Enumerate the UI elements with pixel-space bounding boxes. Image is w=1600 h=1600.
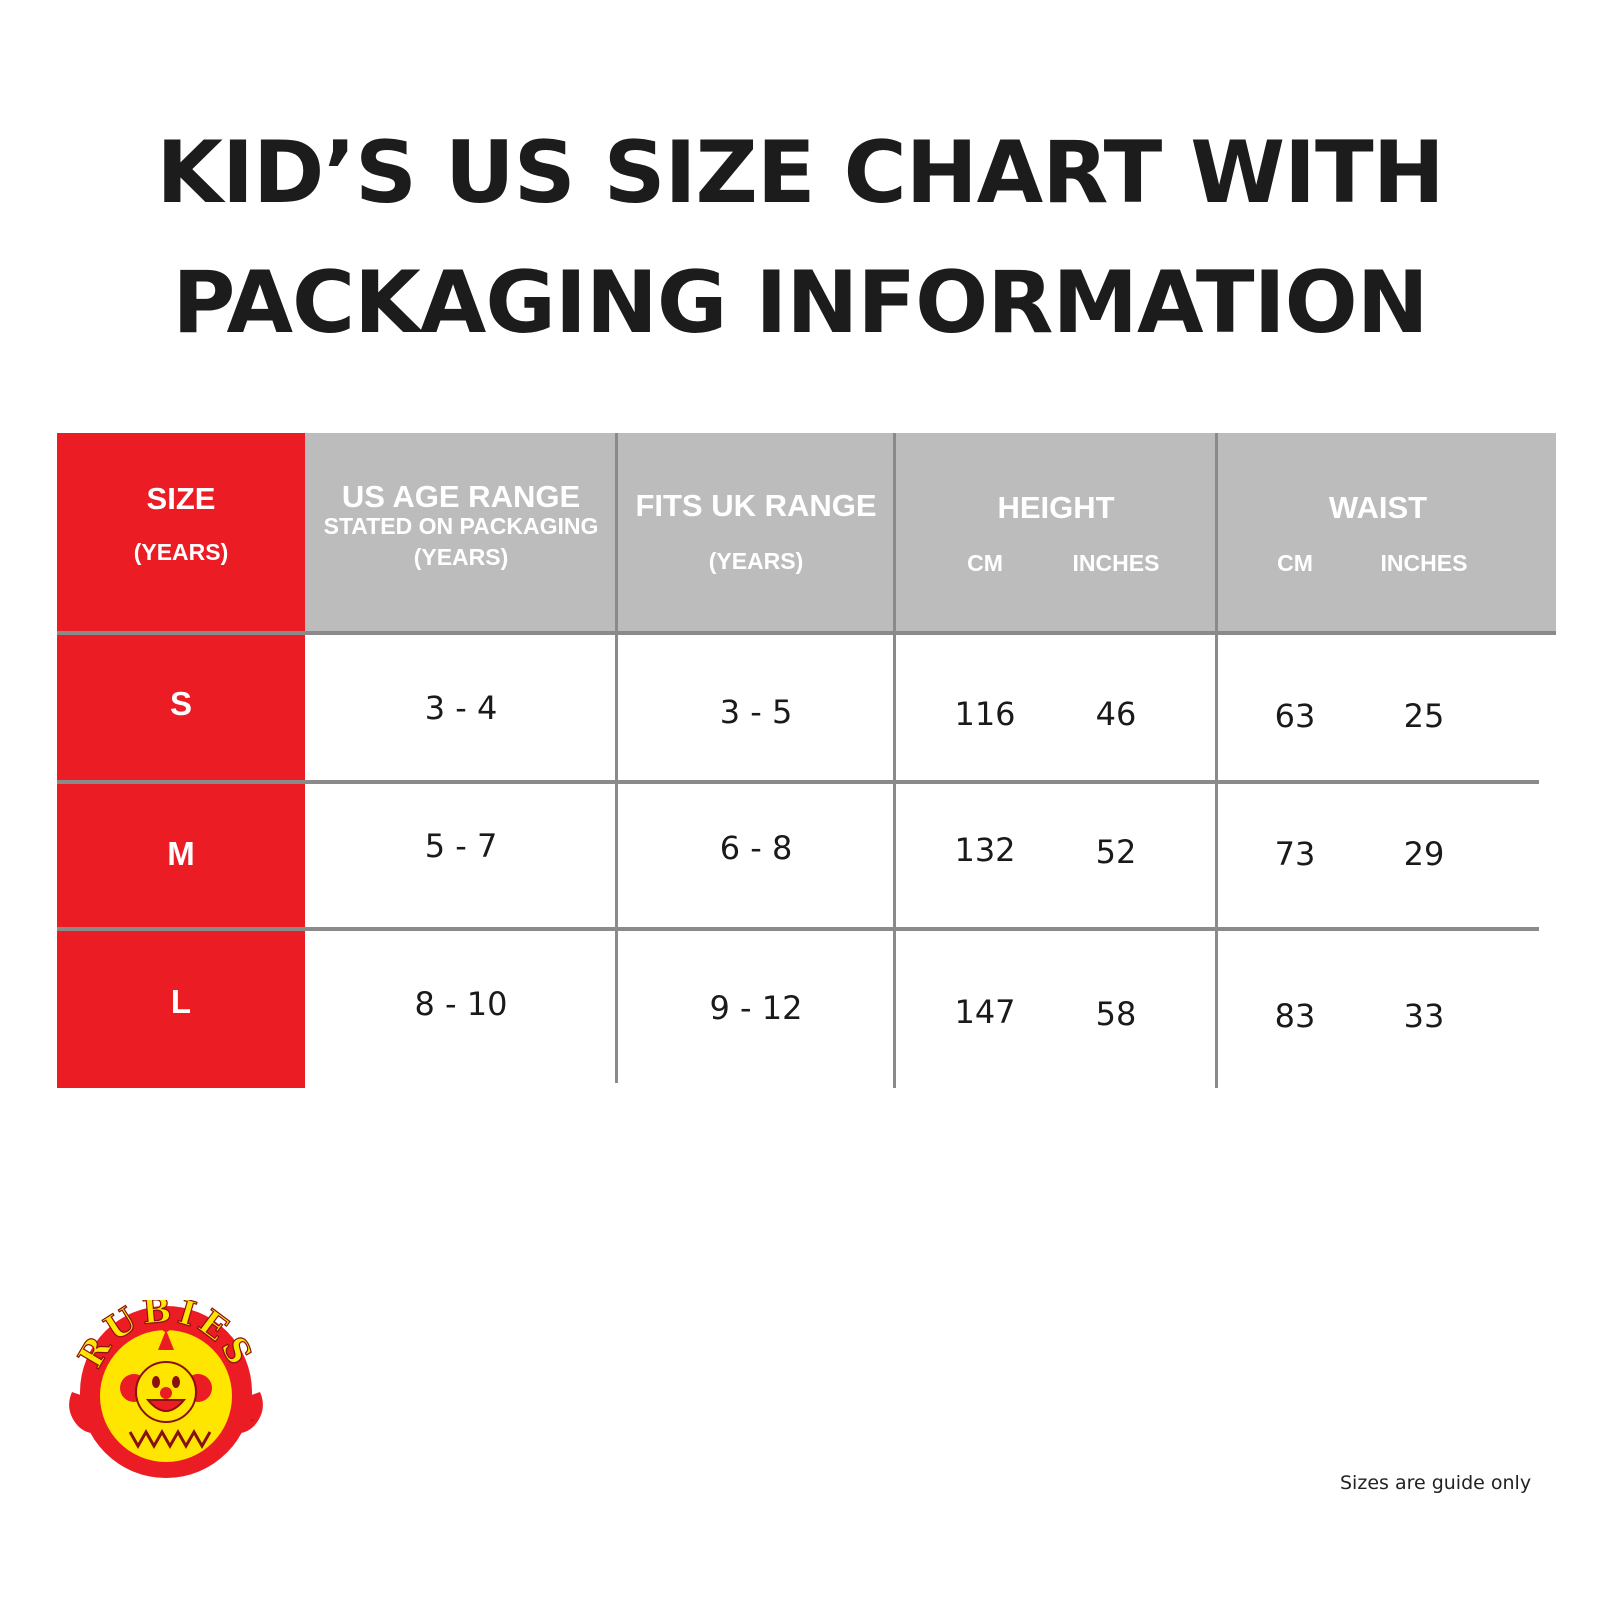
grid-vline-3 (1215, 433, 1218, 1088)
header-us-age-sub1: STATED ON PACKAGING (323, 513, 599, 539)
row-l-us-age: 8 - 10 (414, 985, 508, 1023)
header-waist-cm: CM (1277, 550, 1313, 576)
header-height-inches: INCHES (1072, 550, 1160, 576)
size-chart-table: SIZE (YEARS) US AGE RANGE STATED ON PACK… (57, 433, 1556, 1088)
row-s-height-in: 46 (1095, 695, 1137, 733)
size-column-background (57, 433, 305, 1088)
row-l-waist-in: 33 (1403, 997, 1445, 1035)
title-line-2: PACKAGING INFORMATION (172, 253, 1428, 353)
row-s-size: S (169, 685, 192, 722)
clown-logo-icon: RUBIES ™ (66, 1289, 266, 1480)
row-m-height-cm: 132 (954, 831, 1016, 869)
row-l-uk-range: 9 - 12 (709, 989, 803, 1027)
grid-line-header (57, 631, 1556, 635)
row-s-uk-range: 3 - 5 (719, 693, 793, 731)
header-size: SIZE (146, 481, 216, 516)
grid-line-row-2 (57, 927, 1539, 931)
row-s-waist-cm: 63 (1274, 697, 1316, 735)
header-size-sub: (YEARS) (133, 539, 229, 565)
header-us-age: US AGE RANGE (341, 479, 581, 514)
header-uk-range: FITS UK RANGE (635, 488, 877, 523)
row-m-uk-range: 6 - 8 (719, 829, 793, 867)
grid-vline-2 (893, 433, 896, 1088)
grid-vline-1 (615, 433, 618, 1083)
row-l-height-in: 58 (1095, 995, 1137, 1033)
header-waist: WAIST (1328, 490, 1428, 525)
header-background (305, 433, 1556, 633)
row-s-height-cm: 116 (954, 695, 1016, 733)
row-m-waist-in: 29 (1403, 835, 1445, 873)
header-uk-range-sub: (YEARS) (708, 548, 804, 574)
title-line-1: KID’S US SIZE CHART WITH (156, 123, 1444, 223)
header-height-cm: CM (967, 550, 1003, 576)
svg-text:™: ™ (249, 1419, 255, 1426)
row-s-us-age: 3 - 4 (424, 689, 498, 727)
row-s-waist-in: 25 (1403, 697, 1445, 735)
page-title: KID’S US SIZE CHART WITH PACKAGING INFOR… (0, 108, 1600, 368)
footnote: Sizes are guide only (1340, 1472, 1532, 1494)
row-l-height-cm: 147 (954, 993, 1016, 1031)
row-m-size: M (167, 835, 195, 872)
row-m-waist-cm: 73 (1274, 835, 1316, 873)
header-us-age-sub2: (YEARS) (413, 544, 509, 570)
header-waist-inches: INCHES (1380, 550, 1468, 576)
row-l-waist-cm: 83 (1274, 997, 1316, 1035)
row-l-size: L (170, 983, 192, 1020)
grid-line-row-1 (57, 780, 1539, 784)
header-height: HEIGHT (997, 490, 1115, 525)
row-m-us-age: 5 - 7 (424, 827, 498, 865)
row-m-height-in: 52 (1095, 833, 1137, 871)
